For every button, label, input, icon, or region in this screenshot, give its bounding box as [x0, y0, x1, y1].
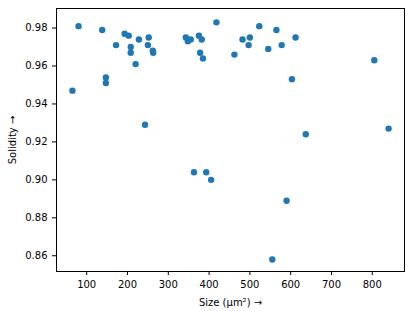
svg-text:600: 600 — [281, 279, 300, 290]
svg-text:0.92: 0.92 — [25, 136, 47, 147]
svg-text:Size (µm²) →: Size (µm²) → — [199, 297, 262, 308]
svg-text:700: 700 — [322, 279, 341, 290]
svg-text:Solidity →: Solidity → — [7, 116, 18, 165]
svg-text:0.94: 0.94 — [25, 98, 47, 109]
svg-text:200: 200 — [118, 279, 137, 290]
svg-text:0.86: 0.86 — [25, 250, 47, 261]
svg-text:300: 300 — [159, 279, 178, 290]
svg-text:100: 100 — [77, 279, 96, 290]
svg-text:500: 500 — [240, 279, 259, 290]
svg-text:400: 400 — [200, 279, 219, 290]
svg-text:800: 800 — [363, 279, 382, 290]
svg-text:0.98: 0.98 — [25, 22, 47, 33]
svg-text:0.96: 0.96 — [25, 60, 47, 71]
svg-text:0.88: 0.88 — [25, 212, 47, 223]
svg-text:0.90: 0.90 — [25, 174, 47, 185]
